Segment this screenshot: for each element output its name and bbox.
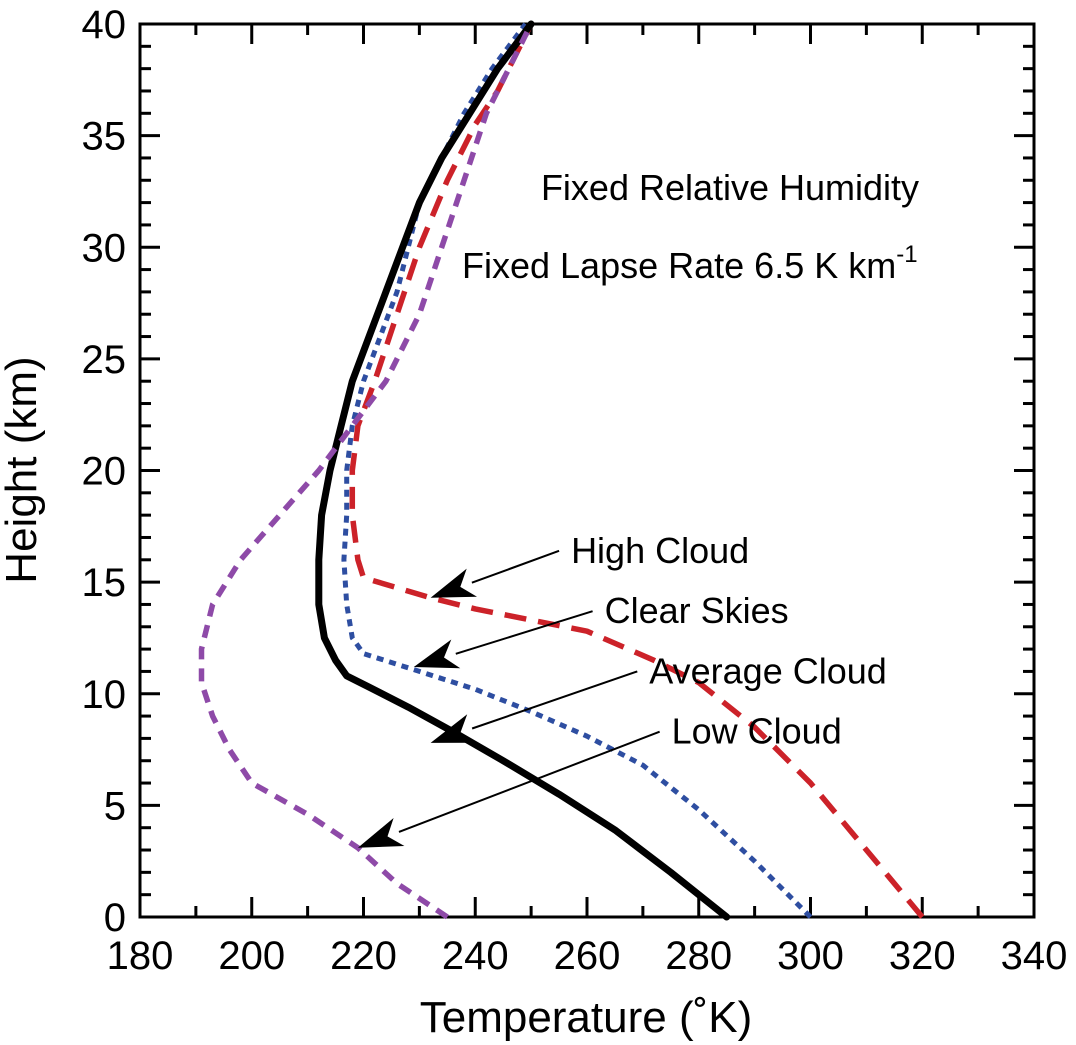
annotation-fixed-relative-humidity: Fixed Relative Humidity xyxy=(541,167,919,208)
plot-frame-layer xyxy=(138,22,1036,919)
series-layer xyxy=(198,20,925,921)
x-tick-label: 340 xyxy=(1001,934,1068,978)
x-tick-label: 240 xyxy=(442,934,509,978)
x-axis-title: Temperature (˚K) xyxy=(420,993,753,1042)
y-tick-label: 30 xyxy=(82,226,127,270)
x-tick-label: 320 xyxy=(889,934,956,978)
arrow-shaft-clear-skies xyxy=(455,610,593,655)
y-tick-label: 10 xyxy=(82,673,127,717)
arrow-head-average-cloud xyxy=(430,714,477,743)
arrow-shaft-low-cloud xyxy=(398,730,660,833)
y-tick-label: 0 xyxy=(104,896,126,940)
arrow-layer: High Cloud Clear Skies Average Cloud Low Cl… xyxy=(357,530,887,848)
arrow-head-low-cloud xyxy=(357,818,405,848)
annotation-lapse-rate-main: Fixed Lapse Rate 6.5 K km xyxy=(462,245,896,286)
x-tick-label: 200 xyxy=(218,934,285,978)
curve-label-average-cloud: Average Cloud xyxy=(649,650,887,691)
y-axis-title: Height (km) xyxy=(0,356,46,583)
arrow-head-clear-skies xyxy=(413,639,461,669)
annotation-fixed-lapse-rate: Fixed Lapse Rate 6.5 K km-1 xyxy=(462,241,918,286)
annotation-lapse-rate-sup: -1 xyxy=(896,241,917,268)
y-tick-label: 40 xyxy=(82,3,127,47)
series-line-low-cloud xyxy=(198,22,534,920)
series-line-clear-skies xyxy=(341,22,813,919)
arrow-head-high-cloud xyxy=(430,568,477,598)
curve-label-clear-skies: Clear Skies xyxy=(605,590,789,631)
x-tick-label: 280 xyxy=(665,934,732,978)
x-tick-label: 180 xyxy=(107,934,174,978)
x-tick-label: 220 xyxy=(330,934,397,978)
series-line-average-cloud xyxy=(315,20,731,921)
y-tick-label: 35 xyxy=(82,115,127,159)
y-tick-label: 25 xyxy=(82,338,127,382)
y-tick-label: 20 xyxy=(82,450,127,494)
arrow-shaft-high-cloud xyxy=(471,549,560,584)
arrow-shaft-average-cloud xyxy=(471,670,638,730)
y-tick-label: 5 xyxy=(104,784,126,828)
tick-layer: 180 200 220 240 260 280 300 320 340 0 5 10 15 20 25 30 3… xyxy=(82,3,1068,978)
y-tick-label: 15 xyxy=(82,561,127,605)
x-tick-label: 260 xyxy=(554,934,621,978)
plot-frame xyxy=(138,22,1036,919)
curve-label-low-cloud: Low Cloud xyxy=(672,711,842,752)
series-line-high-cloud xyxy=(349,22,925,919)
x-tick-label: 300 xyxy=(777,934,844,978)
curve-label-high-cloud: High Cloud xyxy=(571,530,749,571)
